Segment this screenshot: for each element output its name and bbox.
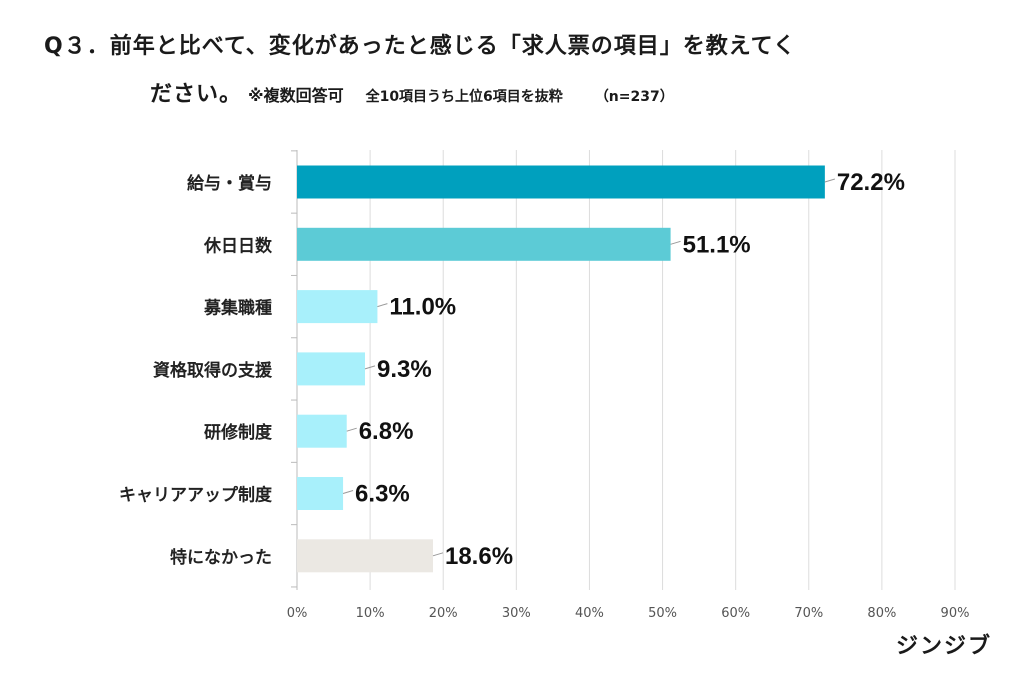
leader-line (364, 365, 376, 370)
bar (297, 414, 347, 448)
y-category-label: 研修制度 (204, 422, 273, 443)
data-label: 6.3% (355, 481, 410, 508)
bar (297, 165, 825, 199)
bar (297, 352, 365, 386)
data-label: 51.1% (683, 231, 751, 258)
brand-logo: ジンジブ (895, 634, 992, 659)
data-label: 9.3% (377, 356, 432, 383)
leader-line (670, 240, 681, 245)
leader-line (824, 178, 836, 183)
x-tick-label: 70% (794, 606, 823, 621)
title-note: ※複数回答可 (248, 86, 344, 105)
y-category-label: 休日日数 (203, 235, 273, 256)
bar (297, 539, 433, 573)
y-category-label: 特になかった (170, 547, 272, 568)
x-tick-label: 80% (867, 606, 896, 621)
x-tick-label: 50% (648, 606, 677, 621)
title-sample-size: （n=237） (594, 89, 674, 105)
x-tick-label: 60% (721, 606, 750, 621)
bar (297, 290, 378, 324)
x-tick-label: 90% (941, 606, 970, 621)
bar (297, 477, 344, 510)
x-tick-label: 10% (356, 606, 385, 621)
y-category-label: 募集職種 (203, 298, 272, 319)
leader-line (346, 427, 357, 432)
chart-title-line1: Q３．前年と比べて、変化があったと感じる「求人票の項目」を教えてく (44, 34, 796, 59)
title-line2-main: ださい。 (150, 82, 243, 107)
x-tick-label: 40% (575, 606, 604, 621)
y-category-label: キャリアアップ制度 (119, 485, 273, 506)
chart-title-line2: ださい。 ※複数回答可 全10項目うち上位6項目を抜粋 （n=237） (150, 76, 674, 108)
x-tick-label: 20% (429, 606, 458, 621)
y-category-label: 給与・賞与 (187, 173, 272, 194)
data-label: 18.6% (445, 543, 513, 570)
data-label: 11.0% (389, 294, 456, 321)
bar (297, 227, 671, 261)
leader-line (377, 303, 388, 308)
title-scope: 全10項目うち上位6項目を抜粋 (365, 89, 563, 105)
y-category-label: 資格取得の支援 (153, 360, 273, 381)
leader-line (342, 490, 354, 494)
x-tick-label: 30% (502, 606, 531, 621)
leader-line (432, 552, 444, 557)
data-label: 72.2% (837, 169, 905, 196)
data-label: 6.8% (359, 418, 414, 445)
x-tick-label: 0% (287, 606, 308, 621)
